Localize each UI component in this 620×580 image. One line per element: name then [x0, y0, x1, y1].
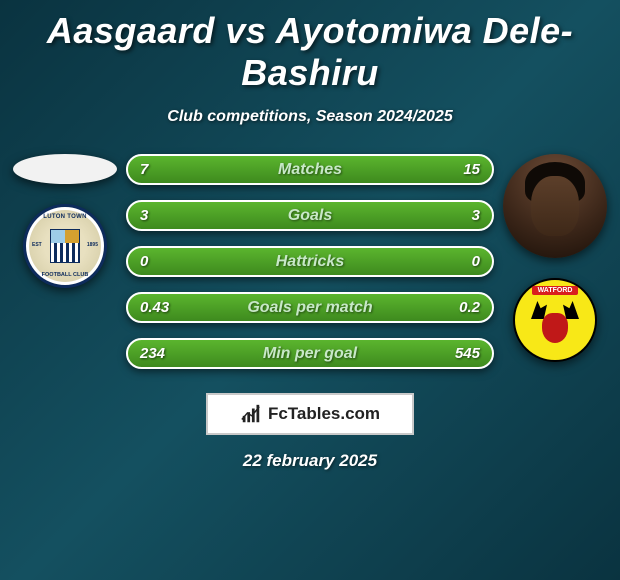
stat-label: Goals: [288, 207, 332, 225]
stat-label: Goals per match: [247, 299, 372, 317]
club-right-badge: WATFORD: [513, 278, 597, 362]
stat-left-value: 3: [140, 207, 148, 224]
club-left-text-bottom: FOOTBALL CLUB: [42, 272, 89, 278]
stat-bar-goals: 3 Goals 3: [126, 200, 494, 231]
stat-bar-gpm: 0.43 Goals per match 0.2: [126, 292, 494, 323]
right-column: WATFORD: [500, 154, 610, 362]
watford-banner: WATFORD: [532, 286, 579, 295]
stat-right-value: 3: [472, 207, 480, 224]
comparison-date: 22 february 2025: [0, 451, 620, 471]
luton-shield-icon: [50, 229, 80, 263]
source-text: FcTables.com: [268, 404, 380, 424]
club-left-text-top: LUTON TOWN: [43, 214, 86, 220]
club-left-est: EST: [32, 242, 42, 248]
stat-bar-hattricks: 0 Hattricks 0: [126, 246, 494, 277]
comparison-main: LUTON TOWN EST 1895 FOOTBALL CLUB 7 Matc…: [0, 154, 620, 369]
chart-icon: [240, 403, 262, 425]
page-title: Aasgaard vs Ayotomiwa Dele-Bashiru: [0, 0, 620, 94]
left-column: LUTON TOWN EST 1895 FOOTBALL CLUB: [10, 154, 120, 288]
player-left-photo: [13, 154, 117, 184]
stat-bars: 7 Matches 15 3 Goals 3 0 Hattricks 0 0.4…: [120, 154, 500, 369]
stat-label: Hattricks: [276, 253, 344, 271]
player-right-photo: [503, 154, 607, 258]
stat-right-value: 545: [455, 345, 480, 362]
club-left-year: 1895: [87, 242, 98, 248]
stat-bar-matches: 7 Matches 15: [126, 154, 494, 185]
stat-right-value: 15: [463, 161, 480, 178]
stat-bar-mpg: 234 Min per goal 545: [126, 338, 494, 369]
club-left-badge: LUTON TOWN EST 1895 FOOTBALL CLUB: [23, 204, 107, 288]
stat-label: Matches: [278, 161, 342, 179]
source-logo[interactable]: FcTables.com: [206, 393, 414, 435]
stat-left-value: 234: [140, 345, 165, 362]
stat-right-value: 0.2: [459, 299, 480, 316]
stat-left-value: 0: [140, 253, 148, 270]
moose-icon: [533, 303, 577, 347]
stat-label: Min per goal: [263, 345, 357, 363]
stat-left-value: 7: [140, 161, 148, 178]
subtitle: Club competitions, Season 2024/2025: [0, 108, 620, 126]
stat-left-value: 0.43: [140, 299, 169, 316]
stat-right-value: 0: [472, 253, 480, 270]
